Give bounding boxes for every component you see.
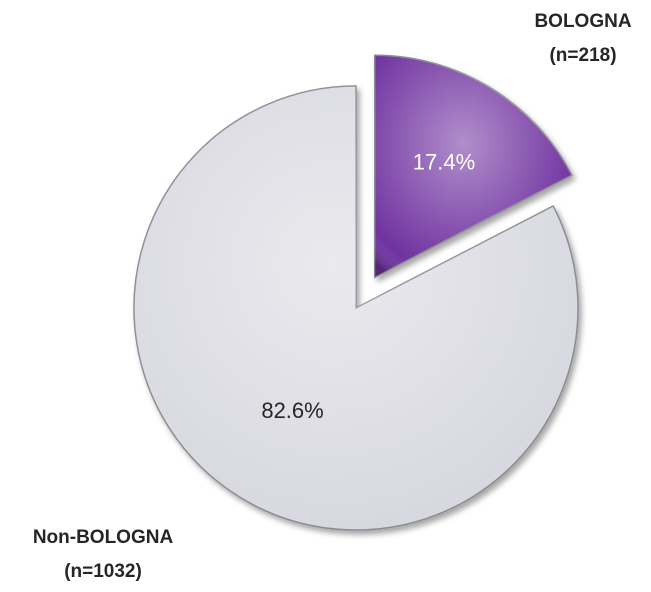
- value-label: 82.6%: [261, 398, 323, 423]
- category-count: (n=218): [549, 45, 616, 66]
- pie: 17.4% 82.6%: [133, 54, 579, 531]
- slice-shine: [134, 86, 578, 530]
- slice-shine: [374, 55, 572, 278]
- category-label: BOLOGNA: [534, 11, 631, 32]
- value-label: 17.4%: [413, 149, 475, 174]
- category-label: Non-BOLOGNA: [33, 527, 174, 548]
- category-count: (n=1032): [64, 561, 142, 582]
